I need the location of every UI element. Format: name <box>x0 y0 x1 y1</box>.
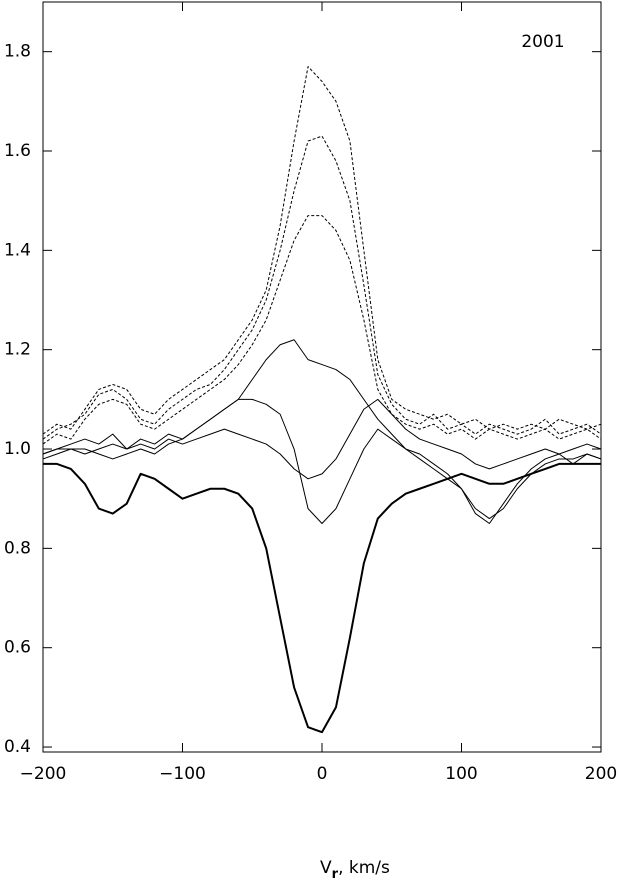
y-tick-label: 1.4 <box>4 240 31 260</box>
x-label-rest: , km/s <box>338 858 390 878</box>
x-tick-label: 100 <box>445 764 477 784</box>
x-tick-label: 200 <box>585 764 617 784</box>
y-tick-label: 0.4 <box>4 737 31 757</box>
y-tick-label: 0.6 <box>4 638 31 658</box>
data-line <box>42 398 602 480</box>
y-tick-label: 1.2 <box>4 340 31 360</box>
x-tick-label: −100 <box>159 764 206 784</box>
data-line <box>42 215 602 445</box>
x-axis-label: Vr, km/s <box>320 858 390 882</box>
x-tick-label: −200 <box>20 764 67 784</box>
x-label-sub: r <box>332 867 339 882</box>
y-tick-label: 1.6 <box>4 141 31 161</box>
y-tick-label: 0.8 <box>4 538 31 558</box>
y-tick-label: 1.8 <box>4 42 31 62</box>
data-line <box>42 135 602 440</box>
data-line <box>42 339 602 520</box>
y-tick-label: 1.0 <box>4 439 31 459</box>
data-line <box>42 398 602 525</box>
data-line <box>42 66 602 435</box>
data-line <box>43 462 601 734</box>
x-label-main: V <box>320 858 332 878</box>
plot-frame <box>42 1 602 753</box>
annotation: 2001 <box>521 32 564 52</box>
x-tick-label: 0 <box>317 764 328 784</box>
